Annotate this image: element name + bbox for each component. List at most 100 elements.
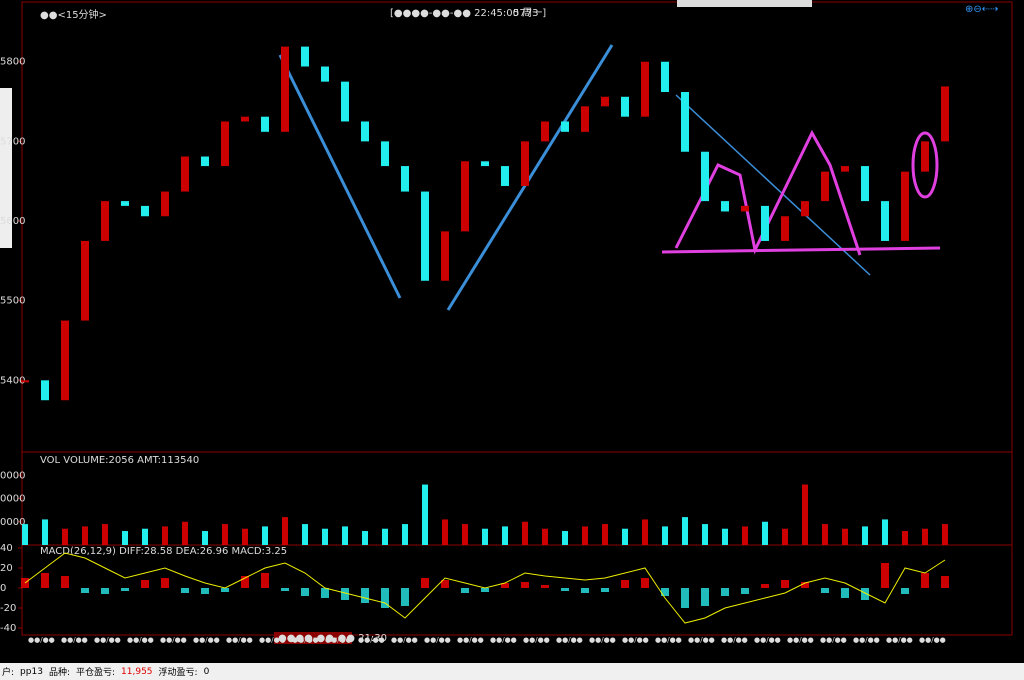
volume-bar [802,484,808,545]
y-tick-label: 0000 [0,494,25,505]
account[interactable]: pp13 [20,666,43,677]
macd-bar [661,588,669,596]
volume-bar [302,524,308,545]
volume-bar [222,524,228,545]
macd-bar [141,580,149,588]
time-label: ●●/●● [622,636,649,644]
candle [941,86,949,142]
candle [61,320,69,401]
macd-bar [721,588,729,596]
volume-bar [882,519,888,545]
candle [521,141,529,186]
drawing-tools[interactable] [0,88,12,248]
macd-bar [541,585,549,588]
candle [121,201,129,206]
candle [461,161,469,232]
candle [201,156,209,167]
time-label: ●●/●● [226,636,253,644]
candle [641,61,649,117]
closed-pnl: 11,955 [121,666,153,677]
annotations [278,44,941,311]
chart-area: ●●<15分钟> [●●●●-●●-●● 22:45:00 周一] 5773 ⊕… [0,0,1013,644]
candle [241,116,249,122]
macd-bar [181,588,189,593]
candle [921,141,929,172]
candle [301,46,309,67]
volume-bar [902,531,908,545]
time-label: ●●/●● [490,636,517,644]
macd-bar [81,588,89,593]
macd-bar [681,588,689,608]
candle [581,106,589,132]
macd-bar [281,588,289,591]
macd-bar [841,588,849,598]
volume-bar [202,531,208,545]
candle [621,96,629,117]
candle [401,166,409,192]
zoom-controls[interactable]: ⊕⊖⇠⇢ [965,4,999,15]
volume-bar [62,528,68,545]
candle [661,61,669,92]
candle [161,191,169,217]
macd-bar [621,580,629,588]
time-label: ●●/●● [523,636,550,644]
volume-bar [242,528,248,545]
candle [481,161,489,167]
volume-bar [642,519,648,545]
macd-bar [561,588,569,591]
candle [181,156,189,192]
period: ●●<15分钟> [40,8,107,21]
macd-bar [201,588,209,594]
candle [101,201,109,241]
candle [901,171,909,241]
macd-bar [441,580,449,588]
candle [381,141,389,167]
symbol-label: 品种: [48,668,70,678]
volume-bar [342,526,348,545]
time-label: ●●/●● [655,636,682,644]
candle [681,92,689,152]
macd-bar [481,588,489,592]
volume-bar [122,531,128,545]
candle [41,380,49,401]
macd-bar [301,588,309,596]
toolbar[interactable] [677,0,812,7]
macd-bar [101,588,109,594]
floating-pnl-label: 浮动盈亏: [158,668,198,678]
macd-bar [241,576,249,588]
candle [221,121,229,167]
candle [561,121,569,132]
macd-bar [801,582,809,588]
volume-bar [262,526,268,545]
time-label: ●●/●● [424,636,451,644]
macd-bar [421,578,429,588]
macd-bar [61,576,69,588]
volume-bar [702,524,708,545]
macd-bar [341,588,349,600]
volume-bar [382,528,388,545]
time-label: ●●/●● [457,636,484,644]
time-highlight-box [274,632,352,644]
time-label: ●●/●● [259,636,286,644]
y-tick-label: 5800 [0,57,25,68]
time-label: ●●/●● [787,636,814,644]
macd-panel [21,544,1013,636]
y-tick-label: 0 [0,583,6,594]
volume-bar [422,484,428,545]
datetime: [●●●●-●●-●● 22:45:00 周一] [390,7,546,19]
macd-bar [941,576,949,588]
macd-bar [641,578,649,588]
candle [501,166,509,186]
volume-bar [402,524,408,545]
status-bar: 户: pp13 品种: 平仓盈亏: 11,955 浮动盈亏: 0 [0,663,1024,680]
candle [861,166,869,202]
volume-bar [622,528,628,545]
account-label: 户: [2,668,15,678]
time-label: ●●/●● [688,636,715,644]
y-tick-label: 5500 [0,296,25,307]
last-price: 5773 [513,8,538,19]
volume-bar [862,526,868,545]
volume-label: VOL VOLUME:2056 AMT:113540 [40,455,199,466]
time-label: ●●/●● [919,636,946,644]
macd-bar [921,573,929,588]
